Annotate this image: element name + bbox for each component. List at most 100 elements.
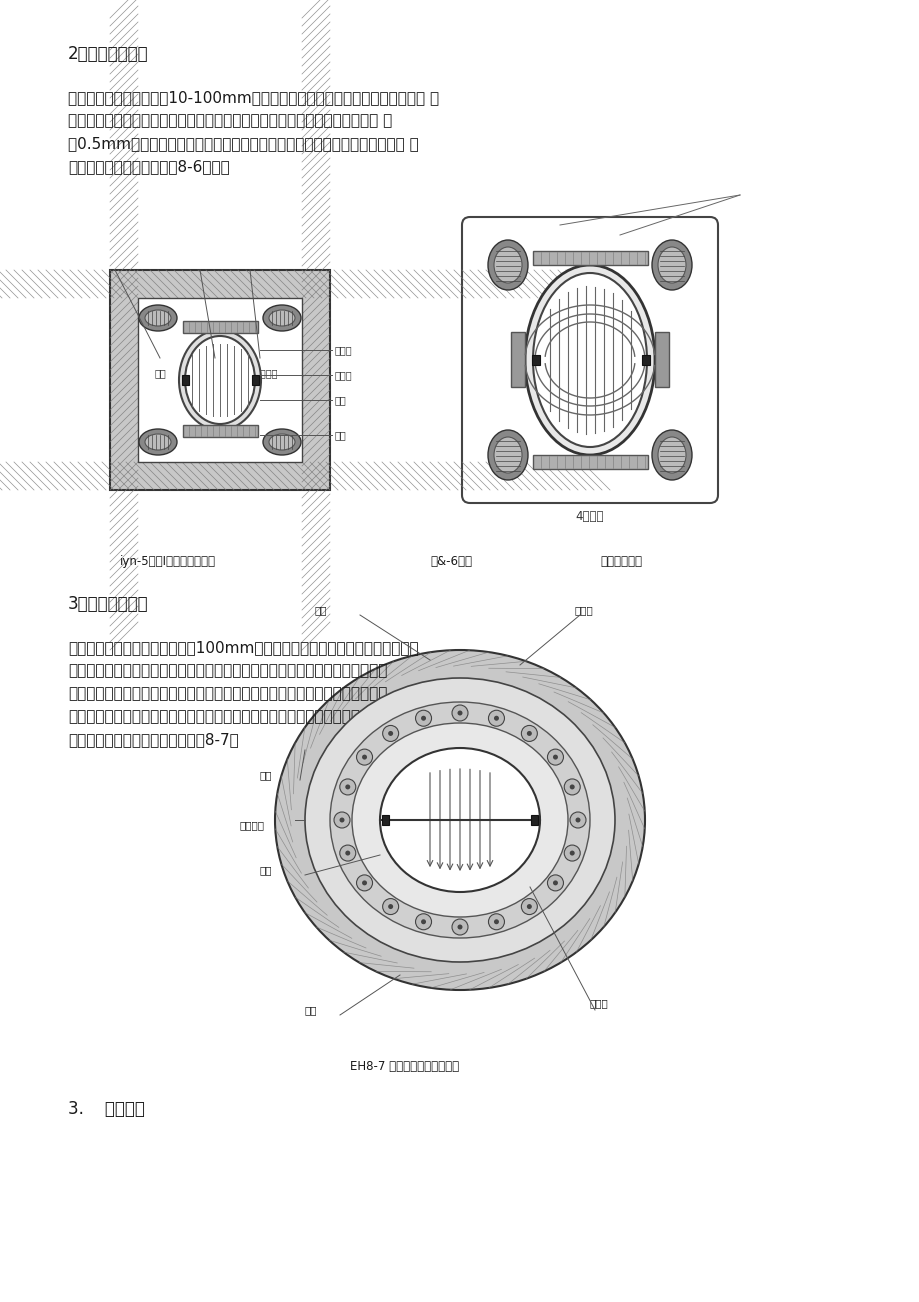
Text: 电极: 电极 [335,395,346,405]
Circle shape [521,725,537,741]
Bar [531,355,539,365]
Circle shape [388,730,392,736]
Bar [110,270,330,490]
Text: 组间增加了两对磁靴，如图8-6所示。: 组间增加了两对磁靴，如图8-6所示。 [68,159,230,174]
Bar [381,815,389,825]
Ellipse shape [487,240,528,290]
Ellipse shape [139,305,176,331]
Text: iyn-5段．I；隔式励磁粘樗: iyn-5段．I；隔式励磁粘樗 [119,555,216,568]
Ellipse shape [525,266,654,454]
Text: 成马鞍型，疏密程度不等，致密的绕组放置于靠近电极处，稀疏的绕组放置于其: 成马鞍型，疏密程度不等，致密的绕组放置于靠近电极处，稀疏的绕组放置于其 [68,663,387,678]
Ellipse shape [494,437,521,473]
Text: 磁力线: 磁力线 [574,605,593,615]
Circle shape [357,749,372,766]
Text: 3）分布绕组结构: 3）分布绕组结构 [68,595,149,613]
Ellipse shape [652,430,691,480]
Circle shape [451,704,468,721]
Circle shape [552,755,557,759]
Circle shape [527,730,531,736]
Ellipse shape [487,430,528,480]
Bar [252,375,259,385]
Circle shape [362,880,367,885]
Circle shape [552,880,557,885]
Text: 衬里: 衬里 [335,430,346,440]
Ellipse shape [652,240,691,290]
Text: 4赢扁丛: 4赢扁丛 [574,510,603,523]
Bar [183,322,257,333]
Ellipse shape [330,702,589,937]
Ellipse shape [145,434,171,450]
Circle shape [345,850,350,855]
Text: EH8-7 分占式物磁系统站牌型: EH8-7 分占式物磁系统站牌型 [349,1060,459,1073]
Ellipse shape [657,247,686,283]
Text: 系统皓林」阳: 系统皓林」阳 [599,555,641,568]
Text: 磁力线: 磁力线 [335,345,352,355]
Bar [641,355,650,365]
Circle shape [339,845,356,861]
Text: 外壳: 外壳 [260,769,272,780]
Bar [138,298,301,462]
Bar [530,815,538,825]
Ellipse shape [268,434,295,450]
Circle shape [457,924,462,930]
Circle shape [494,716,498,721]
FancyBboxPatch shape [461,217,717,503]
Text: 磁靴: 磁靴 [210,368,221,378]
Text: 磁轭: 磁轭 [314,605,327,615]
Text: 电极: 电极 [260,865,272,875]
Text: 测量管: 测量管 [589,999,608,1008]
Bar [510,332,525,387]
Circle shape [339,779,356,796]
Circle shape [345,784,350,789]
Circle shape [569,784,574,789]
Text: 测量管: 测量管 [335,370,352,380]
Text: 励磁绕组: 励磁绕组 [240,820,265,829]
Ellipse shape [380,749,539,892]
Circle shape [421,919,425,924]
Ellipse shape [275,650,644,990]
Ellipse shape [305,678,614,962]
Text: 马鞍型线圈，放置在测量管的上下两侧，为了防止磁力线散射，外围加装一层 厚: 马鞍型线圈，放置在测量管的上下两侧，为了防止磁力线散射，外围加装一层 厚 [68,113,391,128]
Text: 2）集中绕组结构: 2）集中绕组结构 [68,46,149,62]
Bar [183,424,257,437]
Ellipse shape [179,329,261,430]
Text: 这种结构一般用于测量管径大于100mm以上的电磁传感器上，励磁绕组分层绕制: 这种结构一般用于测量管径大于100mm以上的电磁传感器上，励磁绕组分层绕制 [68,641,418,655]
Circle shape [494,919,498,924]
Ellipse shape [352,723,567,917]
Ellipse shape [263,428,301,454]
Ellipse shape [145,310,171,326]
Circle shape [563,779,580,796]
Circle shape [488,710,504,727]
Circle shape [521,898,537,914]
Ellipse shape [139,428,176,454]
Bar [532,454,647,469]
Circle shape [575,818,580,823]
Text: 磁流量计一般采用这种结构。见图8-7。: 磁流量计一般采用这种结构。见图8-7。 [68,732,239,747]
Ellipse shape [268,310,295,326]
Circle shape [488,914,504,930]
Circle shape [569,850,574,855]
Text: 衬里: 衬里 [305,1005,317,1016]
Circle shape [421,716,425,721]
Text: 铁心: 铁心 [154,368,166,378]
Ellipse shape [657,437,686,473]
Text: 磁线圈，所以无需加装磁靴。另外，因分布绕组式可减少仪表体积，故大口径电: 磁线圈，所以无需加装磁靴。另外，因分布绕组式可减少仪表体积，故大口径电 [68,710,387,724]
Text: 该结构一般用于测量管径10-100mm的电磁传感器上，励磁绕组被制成两只无骨 架: 该结构一般用于测量管径10-100mm的电磁传感器上，励磁绕组被制成两只无骨 架 [68,90,438,105]
Circle shape [547,875,562,891]
Bar [654,332,668,387]
Circle shape [382,725,398,741]
Circle shape [415,710,431,727]
Ellipse shape [494,247,521,283]
Circle shape [415,914,431,930]
Bar [532,251,647,266]
Text: 3.    电极组件: 3. 电极组件 [68,1100,144,1118]
Circle shape [357,875,372,891]
Circle shape [563,845,580,861]
Circle shape [339,818,344,823]
Text: 他部位，目的是保持磁场均一性。绕组外层加一磁轭，由于测量管外壁均布有励: 他部位，目的是保持磁场均一性。绕组外层加一磁轭，由于测量管外壁均布有励 [68,686,387,700]
Ellipse shape [263,305,301,331]
Circle shape [362,755,367,759]
Circle shape [457,711,462,716]
Circle shape [547,749,562,766]
Circle shape [527,904,531,909]
